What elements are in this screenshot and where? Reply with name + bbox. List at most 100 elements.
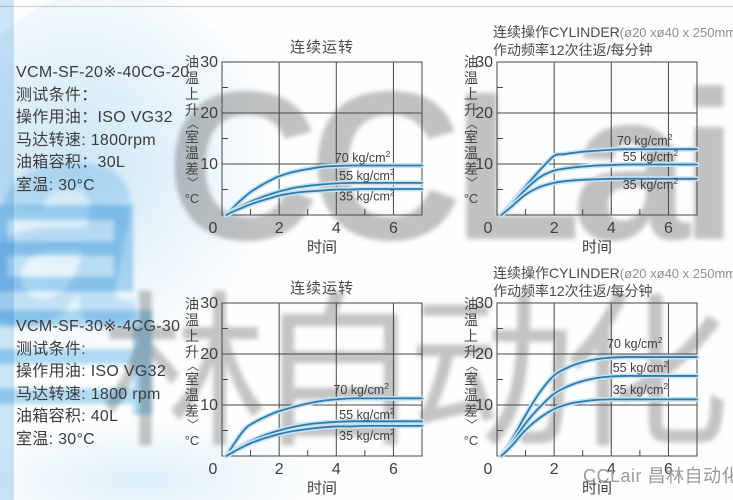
condition-line: 马达转速: 1800rpm (16, 131, 156, 149)
y-axis-label-char: 上 (185, 86, 199, 102)
spec-block-vcm-sf-20: VCM-SF-20※-40CG-20 测试条件： 操作用油：ISO VG32 马… (16, 62, 190, 197)
y-axis-label-char: 室 (185, 371, 199, 387)
chart-title-main: 连续操作CYLINDER (493, 24, 620, 40)
svg-text:0: 0 (209, 461, 218, 478)
condition-line: 操作用油: ISO VG32 (16, 363, 167, 380)
y-axis-label-char: 油 (464, 296, 478, 312)
y-axis-label-char: 差 (464, 161, 478, 177)
svg-text:30: 30 (200, 295, 218, 312)
y-axis-label-char: 温 (185, 145, 199, 161)
y-axis-label-char: 上 (464, 328, 478, 344)
y-axis-label-char: 油 (464, 54, 478, 70)
y-axis-label-char: 〉 (185, 418, 200, 431)
svg-text:35 kg/cm2: 35 kg/cm2 (613, 381, 669, 397)
y-axis-label-char: 〈 (185, 117, 200, 130)
condition-line: 室温: 30°C (16, 430, 96, 448)
y-axis-label-char: 温 (464, 70, 478, 86)
y-axis-label-char: °C (463, 191, 479, 206)
y-axis-label-char: 差 (185, 403, 199, 419)
svg-text:55 kg/cm2: 55 kg/cm2 (613, 359, 669, 375)
chart-title-cylinder-2: 连续操作CYLINDER(ø20 xø40 x 250mm) 作动频率12次往返… (493, 265, 733, 300)
svg-text:20: 20 (475, 346, 493, 363)
model-number: VCM-SF-20※-40CG-20 (16, 64, 190, 81)
y-axis-label-char: 温 (185, 312, 199, 328)
y-axis-label-char: 油 (185, 296, 199, 312)
condition-line: 室温: 30°C (16, 176, 96, 194)
y-axis-label-char: 室 (464, 371, 478, 387)
svg-text:10: 10 (200, 397, 218, 414)
svg-text:4: 4 (607, 220, 616, 237)
svg-text:70 kg/cm2: 70 kg/cm2 (617, 132, 673, 148)
svg-text:35 kg/cm2: 35 kg/cm2 (339, 427, 395, 443)
svg-text:55 kg/cm2: 55 kg/cm2 (339, 406, 395, 422)
condition-line: 油箱容积: 40L (16, 408, 119, 425)
svg-text:20: 20 (475, 105, 493, 122)
spec-block-vcm-sf-30: VCM-SF-30※-4CG-30 测试条件: 操作用油: ISO VG32 马… (16, 316, 180, 451)
chart-title-main: 连续操作CYLINDER (493, 265, 620, 281)
y-axis-label-char: 差 (464, 403, 478, 419)
chart-title-dimensions: (ø20 xø40 x 250mm) (619, 25, 733, 40)
svg-text:20: 20 (200, 105, 218, 122)
svg-text:2: 2 (275, 220, 284, 237)
svg-text:时间: 时间 (582, 480, 612, 497)
chart-title-frequency: 作动频率12次往返/每分钟 (493, 282, 653, 299)
top-divider-line (0, 6, 733, 7)
svg-text:4: 4 (332, 461, 341, 478)
svg-text:4: 4 (607, 461, 616, 478)
svg-text:6: 6 (389, 461, 398, 478)
condition-line: 测试条件： (16, 86, 98, 104)
svg-text:20: 20 (200, 346, 218, 363)
chart-title-continuous-run-2: 连续运转 (289, 280, 354, 297)
svg-text:4: 4 (332, 220, 341, 237)
svg-text:30: 30 (200, 54, 218, 71)
svg-text:时间: 时间 (307, 239, 337, 256)
svg-text:2: 2 (550, 220, 559, 237)
blue-edge-strip (0, 0, 14, 500)
condition-line: 测试条件: (16, 340, 86, 358)
svg-text:6: 6 (389, 220, 398, 237)
svg-text:55 kg/cm2: 55 kg/cm2 (623, 148, 679, 164)
y-axis-label-4: 油温上升〈室温差〉 °C (462, 296, 480, 448)
y-axis-label-char: 温 (464, 145, 478, 161)
chart-title-continuous-run-1: 连续运转 (289, 39, 354, 56)
svg-text:70 kg/cm2: 70 kg/cm2 (333, 381, 389, 397)
condition-line: 操作用油：ISO VG32 (16, 109, 173, 126)
y-axis-label-char: 油 (185, 54, 199, 70)
svg-text:2: 2 (550, 461, 559, 478)
y-axis-label-char: °C (184, 433, 200, 448)
y-axis-label-1: 油温上升〈室温差〉 °C (183, 54, 201, 206)
svg-text:6: 6 (664, 220, 673, 237)
y-axis-label-char: 〈 (464, 117, 479, 130)
svg-text:30: 30 (475, 54, 493, 71)
svg-text:10: 10 (475, 397, 493, 414)
y-axis-label-char: 室 (464, 129, 478, 145)
svg-text:10: 10 (475, 156, 493, 173)
y-axis-label-char: °C (184, 191, 200, 206)
svg-text:时间: 时间 (307, 480, 337, 497)
svg-text:0: 0 (209, 220, 218, 237)
svg-text:6: 6 (664, 461, 673, 478)
svg-text:时间: 时间 (582, 239, 612, 256)
svg-text:70 kg/cm2: 70 kg/cm2 (335, 149, 391, 165)
y-axis-label-char: 升 (464, 344, 478, 360)
y-axis-label-char: 升 (464, 102, 478, 118)
y-axis-label-char: 〉 (185, 176, 200, 189)
y-axis-label-char: 差 (185, 161, 199, 177)
y-axis-label-char: 温 (185, 387, 199, 403)
y-axis-label-char: 温 (464, 312, 478, 328)
chart-title-dimensions: (ø20 xø40 x 250mm) (619, 266, 733, 281)
condition-line: 马达转速: 1800 rpm (16, 385, 161, 403)
svg-text:30: 30 (475, 295, 493, 312)
model-number: VCM-SF-30※-4CG-30 (16, 318, 181, 335)
y-axis-label-3: 油温上升〈室温差〉 °C (183, 296, 201, 448)
y-axis-label-char: 上 (464, 86, 478, 102)
oil-temp-chart-continuous-1: 0 2 4 6 10 20 30 时间 70 kg/cm2 55 kg/cm2 35 kg/cm2 (200, 54, 425, 256)
y-axis-label-char: 温 (185, 70, 199, 86)
y-axis-label-char: 〉 (464, 176, 479, 189)
svg-text:2: 2 (275, 461, 284, 478)
chart-title-frequency: 作动频率12次往返/每分钟 (493, 41, 653, 58)
y-axis-label-char: 升 (185, 102, 199, 118)
condition-line: 油箱容积：30L (16, 154, 126, 171)
